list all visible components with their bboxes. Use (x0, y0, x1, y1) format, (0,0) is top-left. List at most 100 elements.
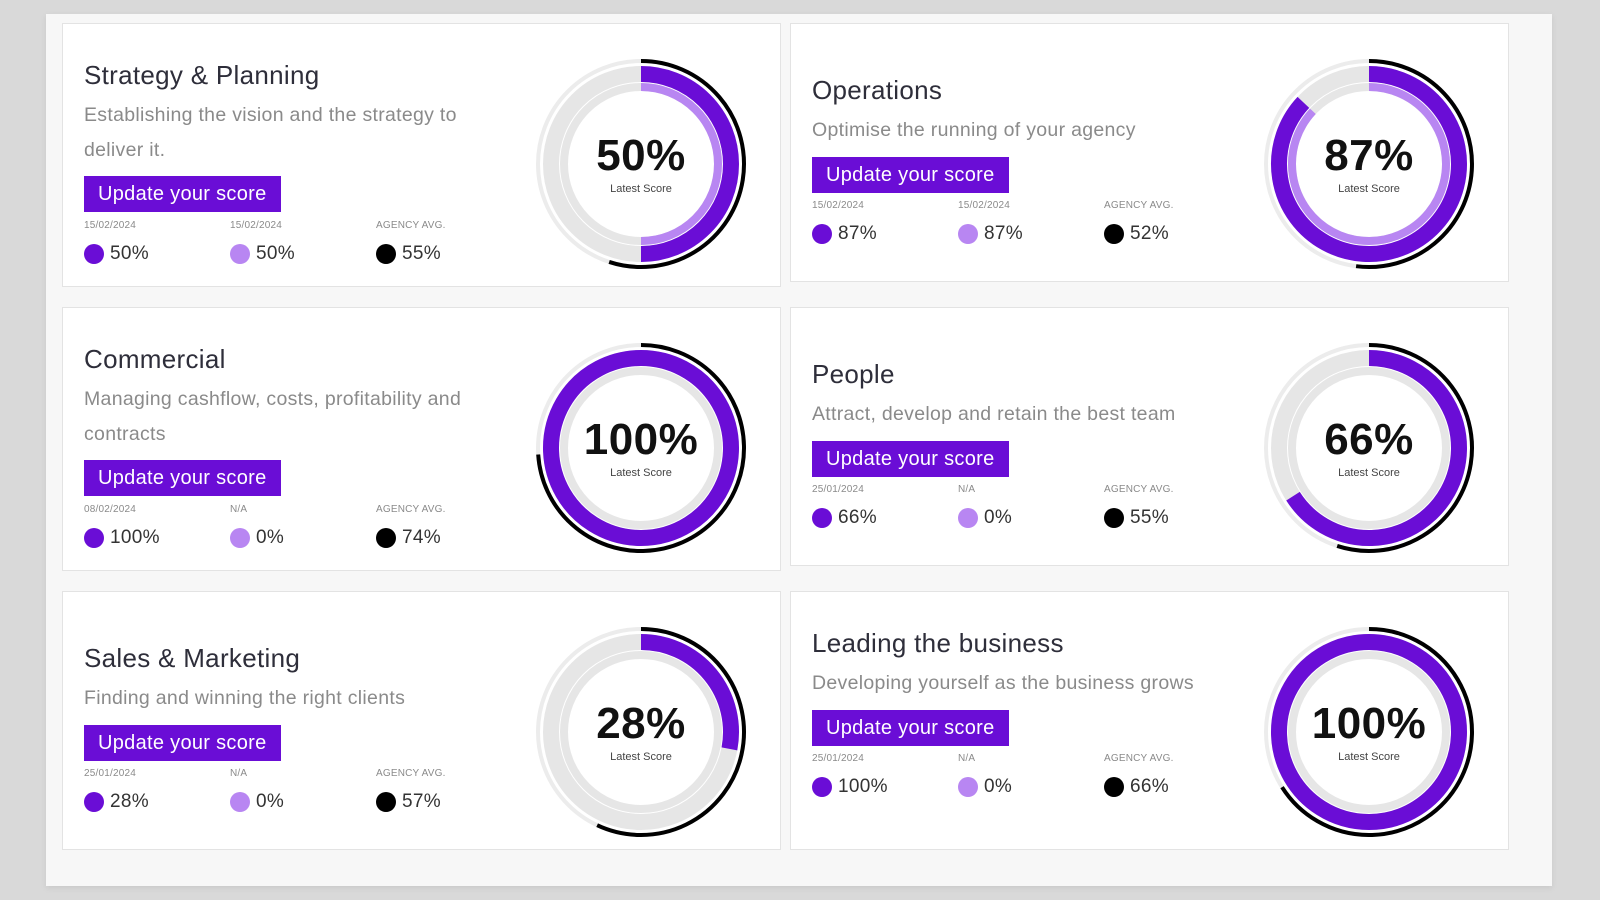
latest-score-value: 87% (1324, 130, 1414, 180)
stat-row: 87% (958, 223, 1098, 245)
ring-center: 28% Latest Score (531, 622, 751, 842)
score-card-commercial: Commercial Managing cashflow, costs, pro… (62, 307, 781, 571)
card-text: Strategy & Planning Establishing the vis… (84, 24, 520, 286)
card-title: Strategy & Planning (84, 60, 320, 90)
stat-value: 55% (1130, 507, 1169, 528)
latest-score-label: Latest Score (1338, 750, 1400, 763)
update-score-button[interactable]: Update your score (84, 460, 281, 496)
latest-score-label: Latest Score (1338, 466, 1400, 479)
card-text: People Attract, develop and retain the b… (812, 308, 1248, 565)
stat-value: 52% (1130, 223, 1169, 244)
latest-score-arc (1286, 350, 1467, 546)
stat-row: 87% (812, 223, 952, 245)
stat-row: 50% (84, 243, 224, 265)
stat-label: 25/01/2024 (812, 753, 865, 764)
card-title: Operations (812, 75, 943, 105)
ring-center: 87% Latest Score (1259, 54, 1479, 274)
card-text: Sales & Marketing Finding and winning th… (84, 592, 520, 849)
legend-dot-icon (84, 528, 104, 548)
stat-row: 55% (376, 243, 516, 265)
agency-avg-arc (1355, 59, 1474, 269)
agency-avg-arc (1280, 627, 1474, 837)
legend-dot-icon (84, 244, 104, 264)
stat-agency: AGENCY AVG. 52% (1104, 200, 1244, 245)
scores-panel: Strategy & Planning Establishing the vis… (46, 14, 1552, 886)
latest-score-value: 28% (596, 698, 686, 748)
stat-row: 0% (230, 791, 370, 813)
ring-center: 66% Latest Score (1259, 338, 1479, 558)
latest-score-label: Latest Score (610, 466, 672, 479)
stat-value: 50% (110, 243, 149, 264)
legend-dot-icon (812, 224, 832, 244)
legend-dot-icon (376, 528, 396, 548)
score-ring: 66% Latest Score (1259, 338, 1479, 558)
stat-label: 15/02/2024 (230, 220, 283, 231)
card-description: Finding and winning the right clients (84, 687, 406, 709)
stat-row: 100% (812, 776, 952, 798)
score-card-operations: Operations Optimise the running of your … (790, 23, 1509, 282)
score-ring-chart (536, 627, 746, 837)
stat-label: AGENCY AVG. (1104, 200, 1174, 211)
stat-label: AGENCY AVG. (376, 504, 446, 515)
stat-label: AGENCY AVG. (376, 768, 446, 779)
stat-value: 87% (984, 223, 1023, 244)
stat-latest: 25/01/2024 66% (812, 484, 952, 529)
stat-row: 66% (1104, 776, 1244, 798)
score-ring-chart (1264, 343, 1474, 553)
latest-score-label: Latest Score (610, 182, 672, 195)
legend-dot-icon (230, 528, 250, 548)
stat-latest: 25/01/2024 28% (84, 768, 224, 813)
latest-score-arc (1271, 66, 1467, 262)
card-text: Leading the business Developing yourself… (812, 592, 1248, 849)
legend-dot-icon (1104, 224, 1124, 244)
previous-score-arc (1288, 83, 1450, 245)
update-score-button[interactable]: Update your score (812, 157, 1009, 193)
stat-value: 66% (1130, 776, 1169, 797)
stat-label: 15/02/2024 (958, 200, 1011, 211)
stat-row: 52% (1104, 223, 1244, 245)
card-description: Developing yourself as the business grow… (812, 672, 1194, 694)
legend-dot-icon (1104, 777, 1124, 797)
stat-row: 0% (958, 776, 1098, 798)
stat-value: 100% (110, 527, 160, 548)
legend-dot-icon (812, 508, 832, 528)
card-description: Managing cashflow, costs, profitability … (84, 388, 462, 445)
latest-score-value: 50% (596, 130, 686, 180)
agency-avg-arc (1336, 343, 1474, 553)
stat-label: 15/02/2024 (84, 220, 137, 231)
legend-dot-icon (376, 792, 396, 812)
update-score-button[interactable]: Update your score (84, 176, 281, 212)
update-score-button[interactable]: Update your score (812, 441, 1009, 477)
score-card-leading-the-business: Leading the business Developing yourself… (790, 591, 1509, 850)
stat-label: 08/02/2024 (84, 504, 137, 515)
score-ring: 50% Latest Score (531, 54, 751, 274)
legend-dot-icon (958, 224, 978, 244)
stat-label: AGENCY AVG. (1104, 484, 1174, 495)
stat-previous: N/A 0% (958, 753, 1098, 798)
stat-row: 74% (376, 527, 516, 549)
stat-label: AGENCY AVG. (1104, 753, 1174, 764)
stat-row: 100% (84, 527, 224, 549)
legend-dot-icon (230, 244, 250, 264)
card-text: Operations Optimise the running of your … (812, 24, 1248, 281)
update-score-button[interactable]: Update your score (812, 710, 1009, 746)
latest-score-value: 100% (583, 414, 699, 464)
stat-value: 87% (838, 223, 877, 244)
score-card-people: People Attract, develop and retain the b… (790, 307, 1509, 566)
update-score-button[interactable]: Update your score (84, 725, 281, 761)
score-ring: 100% Latest Score (531, 338, 751, 558)
stat-value: 0% (256, 527, 285, 548)
stat-agency: AGENCY AVG. 57% (376, 768, 516, 813)
score-card-strategy-and-planning: Strategy & Planning Establishing the vis… (62, 23, 781, 287)
stat-label: 25/01/2024 (812, 484, 865, 495)
legend-dot-icon (376, 244, 396, 264)
score-ring: 28% Latest Score (531, 622, 751, 842)
latest-score-label: Latest Score (610, 750, 672, 763)
stat-row: 0% (958, 507, 1098, 529)
legend-dot-icon (230, 792, 250, 812)
previous-track (1288, 367, 1450, 529)
stat-agency: AGENCY AVG. 55% (1104, 484, 1244, 529)
ring-center: 100% Latest Score (531, 338, 751, 558)
stat-row: 66% (812, 507, 952, 529)
score-ring-chart (536, 343, 746, 553)
